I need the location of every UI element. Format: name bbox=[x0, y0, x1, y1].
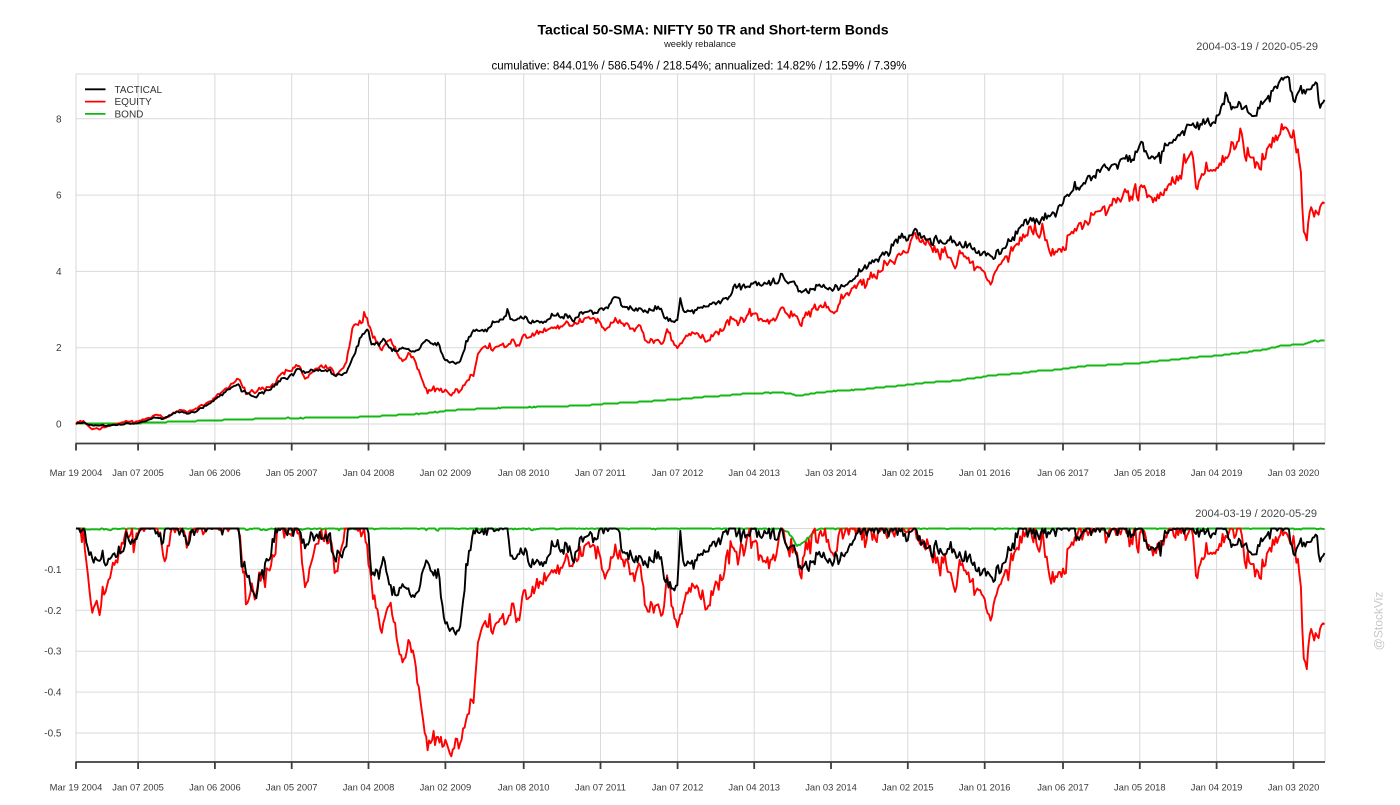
svg-text:Jan 07 2005: Jan 07 2005 bbox=[112, 467, 164, 478]
svg-text:Jan 08 2010: Jan 08 2010 bbox=[498, 782, 550, 793]
svg-text:TACTICAL: TACTICAL bbox=[115, 85, 163, 96]
svg-text:0: 0 bbox=[56, 420, 62, 431]
svg-text:Jan 04 2013: Jan 04 2013 bbox=[728, 782, 780, 793]
svg-text:2004-03-19 / 2020-05-29: 2004-03-19 / 2020-05-29 bbox=[1195, 508, 1317, 520]
svg-text:Jan 04 2019: Jan 04 2019 bbox=[1191, 782, 1243, 793]
svg-text:Jan 06 2017: Jan 06 2017 bbox=[1037, 782, 1089, 793]
svg-text:cumulative: 844.01% / 586.54%: cumulative: 844.01% / 586.54% / 218.54%;… bbox=[492, 61, 907, 73]
svg-text:Jan 03 2014: Jan 03 2014 bbox=[805, 467, 857, 478]
svg-text:Tactical 50-SMA: NIFTY 50 TR a: Tactical 50-SMA: NIFTY 50 TR and Short-t… bbox=[537, 22, 888, 38]
svg-text:Jan 04 2013: Jan 04 2013 bbox=[728, 467, 780, 478]
svg-text:Jan 04 2008: Jan 04 2008 bbox=[343, 467, 395, 478]
svg-text:Jan 03 2020: Jan 03 2020 bbox=[1268, 467, 1320, 478]
svg-text:Jan 02 2015: Jan 02 2015 bbox=[882, 782, 934, 793]
svg-text:BOND: BOND bbox=[115, 110, 144, 121]
svg-text:Jan 06 2006: Jan 06 2006 bbox=[189, 467, 241, 478]
svg-text:Jan 07 2005: Jan 07 2005 bbox=[112, 782, 164, 793]
svg-text:Mar 19 2004: Mar 19 2004 bbox=[50, 467, 103, 478]
svg-text:Jan 02 2009: Jan 02 2009 bbox=[420, 782, 472, 793]
svg-text:6: 6 bbox=[56, 191, 62, 202]
svg-text:Jan 07 2012: Jan 07 2012 bbox=[652, 467, 704, 478]
svg-text:Jan 05 2018: Jan 05 2018 bbox=[1114, 782, 1166, 793]
svg-text:Jan 01 2016: Jan 01 2016 bbox=[959, 467, 1011, 478]
svg-text:Jan 02 2009: Jan 02 2009 bbox=[420, 467, 472, 478]
svg-text:Jan 05 2018: Jan 05 2018 bbox=[1114, 467, 1166, 478]
svg-text:Mar 19 2004: Mar 19 2004 bbox=[50, 782, 103, 793]
svg-text:@StockViz: @StockViz bbox=[1372, 592, 1386, 651]
svg-text:-0.5: -0.5 bbox=[44, 729, 62, 740]
svg-text:8: 8 bbox=[56, 114, 62, 125]
svg-text:weekly rebalance: weekly rebalance bbox=[663, 39, 736, 49]
svg-text:Jan 03 2014: Jan 03 2014 bbox=[805, 782, 857, 793]
svg-text:Jan 04 2008: Jan 04 2008 bbox=[343, 782, 395, 793]
svg-text:Jan 07 2011: Jan 07 2011 bbox=[575, 467, 626, 478]
svg-text:Jan 02 2015: Jan 02 2015 bbox=[882, 467, 934, 478]
svg-text:-0.4: -0.4 bbox=[44, 688, 62, 699]
svg-text:Jan 03 2020: Jan 03 2020 bbox=[1268, 782, 1320, 793]
svg-text:Jan 06 2017: Jan 06 2017 bbox=[1037, 467, 1089, 478]
svg-text:Jan 06 2006: Jan 06 2006 bbox=[189, 782, 241, 793]
svg-text:4: 4 bbox=[56, 267, 62, 278]
svg-text:-0.2: -0.2 bbox=[44, 606, 62, 617]
svg-text:EQUITY: EQUITY bbox=[115, 97, 153, 108]
svg-text:Jan 05 2007: Jan 05 2007 bbox=[266, 782, 318, 793]
svg-text:-0.3: -0.3 bbox=[44, 647, 62, 658]
svg-text:2004-03-19 / 2020-05-29: 2004-03-19 / 2020-05-29 bbox=[1196, 41, 1318, 53]
svg-text:Jan 07 2011: Jan 07 2011 bbox=[575, 782, 626, 793]
svg-text:Jan 01 2016: Jan 01 2016 bbox=[959, 782, 1011, 793]
svg-text:Jan 04 2019: Jan 04 2019 bbox=[1191, 467, 1243, 478]
svg-text:Jan 08 2010: Jan 08 2010 bbox=[498, 467, 550, 478]
svg-text:-0.1: -0.1 bbox=[44, 565, 62, 576]
svg-text:Jan 07 2012: Jan 07 2012 bbox=[652, 782, 704, 793]
svg-text:2: 2 bbox=[56, 343, 62, 354]
svg-text:Jan 05 2007: Jan 05 2007 bbox=[266, 467, 318, 478]
